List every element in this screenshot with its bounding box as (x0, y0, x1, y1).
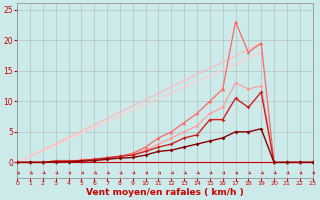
X-axis label: Vent moyen/en rafales ( km/h ): Vent moyen/en rafales ( km/h ) (86, 188, 244, 197)
